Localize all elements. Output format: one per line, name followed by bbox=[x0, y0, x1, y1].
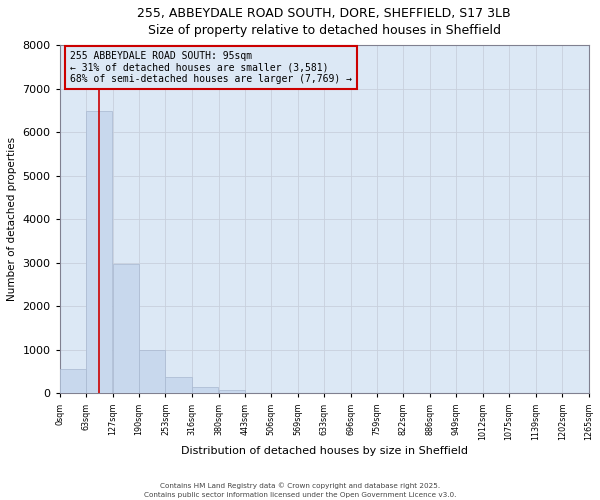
Title: 255, ABBEYDALE ROAD SOUTH, DORE, SHEFFIELD, S17 3LB
Size of property relative to: 255, ABBEYDALE ROAD SOUTH, DORE, SHEFFIE… bbox=[137, 7, 511, 37]
Bar bbox=[59, 368, 86, 394]
Bar bbox=[166, 378, 192, 394]
X-axis label: Distribution of detached houses by size in Sheffield: Distribution of detached houses by size … bbox=[181, 446, 467, 456]
Bar bbox=[113, 264, 139, 394]
Y-axis label: Number of detached properties: Number of detached properties bbox=[7, 138, 17, 302]
Bar bbox=[218, 390, 245, 394]
Bar bbox=[139, 350, 166, 394]
Text: Contains HM Land Registry data © Crown copyright and database right 2025.
Contai: Contains HM Land Registry data © Crown c… bbox=[144, 482, 456, 498]
Text: 255 ABBEYDALE ROAD SOUTH: 95sqm
← 31% of detached houses are smaller (3,581)
68%: 255 ABBEYDALE ROAD SOUTH: 95sqm ← 31% of… bbox=[70, 50, 352, 84]
Bar bbox=[192, 387, 218, 394]
Bar bbox=[86, 112, 112, 394]
